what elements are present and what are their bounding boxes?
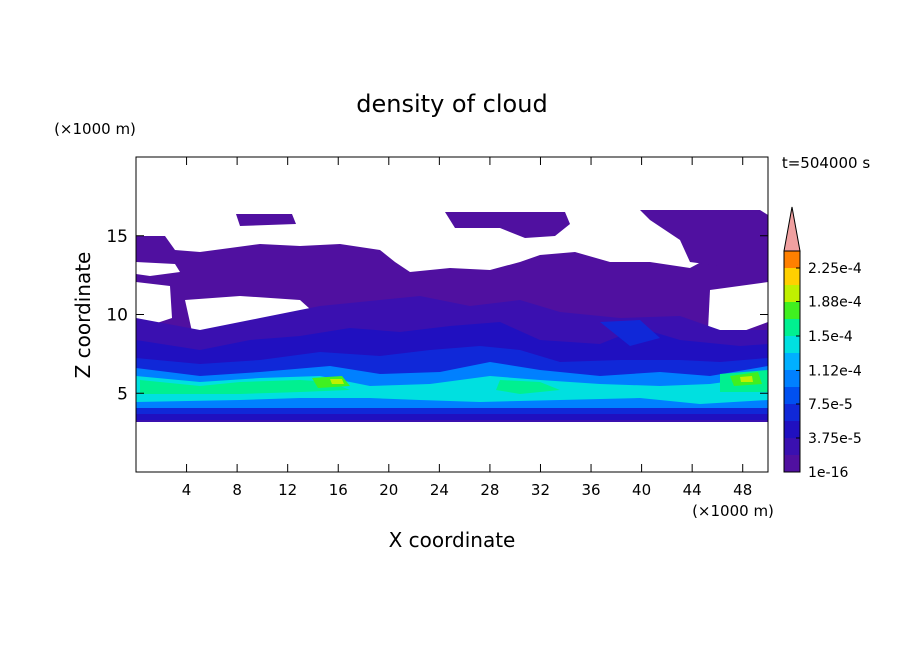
colorbar-tick-label: 3.75e-5 [808,431,862,447]
colorbar-band [784,421,800,438]
colorbar-band [784,438,800,455]
x-unit: (×1000 m) [692,502,774,520]
colorbar-band [784,387,800,404]
colorbar-tick-label: 1.5e-4 [808,329,853,345]
x-tick-label: 12 [278,481,297,499]
x-tick-label: 16 [329,481,348,499]
x-tick-label: 28 [480,481,499,499]
x-axis-label: X coordinate [389,528,516,552]
x-tick-label: 32 [531,481,550,499]
y-tick-label: 10 [106,306,128,326]
colorbar-band [784,353,800,370]
time-label: t=504000 s [782,154,870,172]
colorbar-band [784,251,800,268]
colorbar-band [784,336,800,353]
colorbar-band [784,302,800,319]
y-tick-label: 15 [106,227,128,247]
colorbar-band [784,370,800,387]
colorbar-band [784,455,800,472]
chart-title: density of cloud [356,90,547,118]
colorbar-tick-label: 1e-16 [808,465,848,481]
colorbar-band [784,268,800,285]
x-tick-label: 20 [379,481,398,499]
x-tick-label: 44 [683,481,702,499]
y-tick-label: 5 [117,384,128,404]
x-tick-label: 24 [430,481,449,499]
y-axis-label: Z coordinate [71,252,95,379]
x-tick-label: 8 [232,481,242,499]
colorbar-band [784,285,800,302]
x-tick-label: 40 [632,481,651,499]
colorbar-band [784,404,800,421]
contour-field [136,210,768,422]
colorbar-tick-label: 1.12e-4 [808,363,862,379]
x-tick-label: 48 [733,481,752,499]
colorbar-band [784,319,800,336]
y-unit: (×1000 m) [54,120,136,138]
x-tick-label: 4 [182,481,192,499]
colorbar-tick-label: 2.25e-4 [808,261,862,277]
colorbar-tick-label: 1.88e-4 [808,295,862,311]
colorbar-frame [783,250,801,473]
x-tick-label: 36 [581,481,600,499]
colorbar-tick-label: 7.5e-5 [808,397,853,413]
